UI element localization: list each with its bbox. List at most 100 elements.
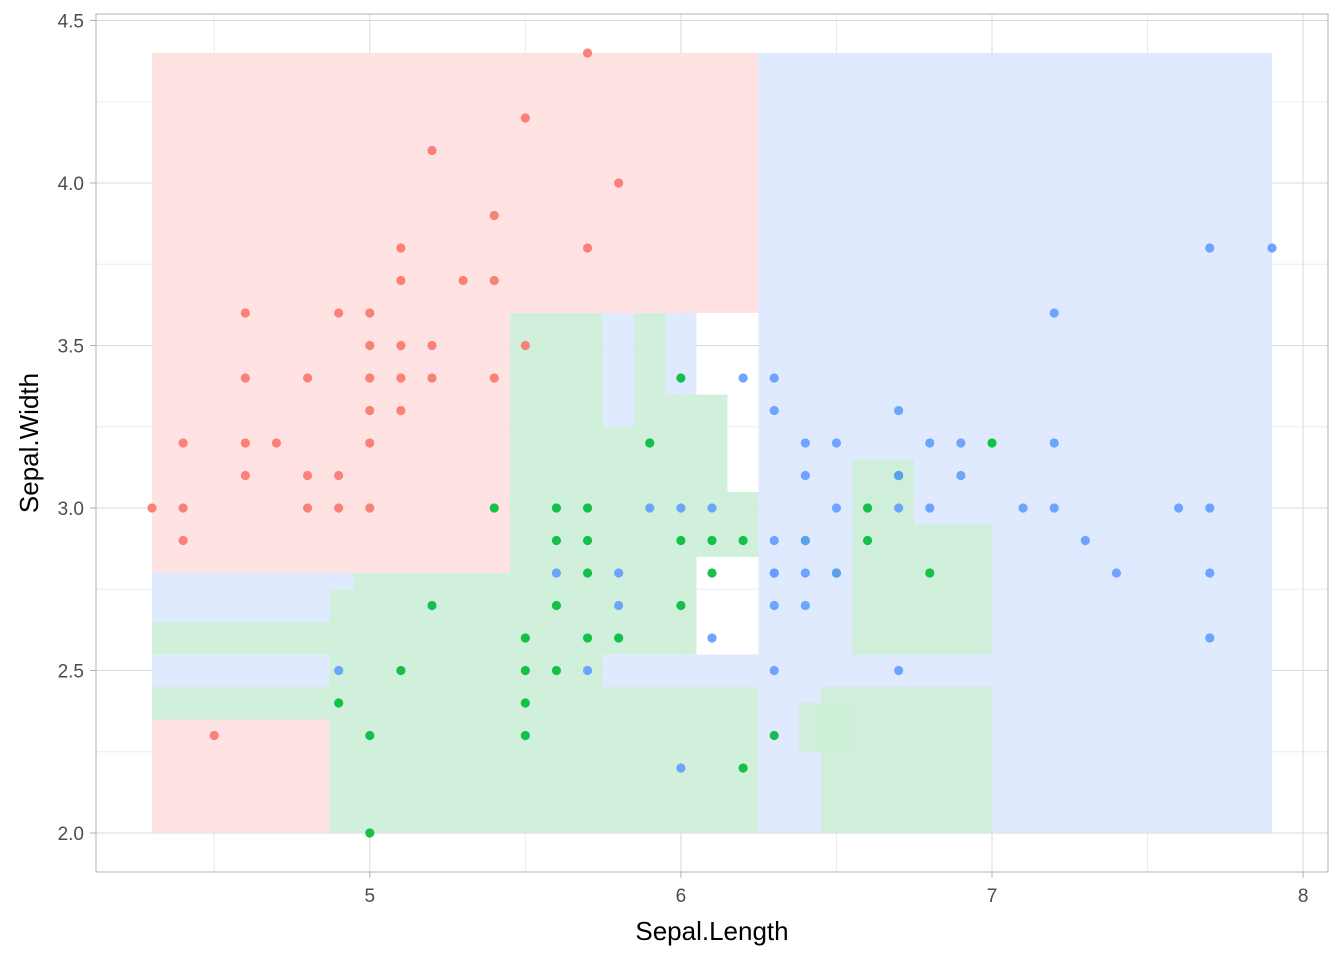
- data-point-class-c: [831, 503, 842, 513]
- data-point-class-a: [365, 405, 375, 416]
- x-tick-label: 5: [364, 886, 375, 907]
- data-point-class-b: [862, 535, 873, 546]
- data-point-class-c: [1267, 243, 1277, 253]
- data-point-class-c: [1174, 503, 1184, 513]
- axes: 5 6 7 8 2.0 2.5 3.0 3.5 4.0 4.5: [58, 12, 1329, 907]
- y-axis-title: Sepal.Width: [14, 373, 44, 513]
- region-class-b: [603, 686, 759, 833]
- data-point-class-b: [676, 373, 686, 383]
- region-class-b: [603, 426, 666, 655]
- data-point-class-b: [738, 535, 748, 546]
- data-point-class-a: [427, 373, 437, 383]
- data-point-class-a: [396, 405, 406, 416]
- data-point-class-b: [862, 503, 873, 513]
- data-point-class-a: [489, 210, 499, 221]
- data-point-class-c: [800, 568, 810, 578]
- data-point-class-c: [707, 503, 717, 513]
- x-axis-title: Sepal.Length: [635, 916, 788, 946]
- data-point-class-a: [302, 373, 313, 383]
- data-point-class-a: [582, 48, 593, 58]
- data-point-class-a: [396, 243, 406, 253]
- data-point-class-b: [520, 698, 530, 708]
- region-class-b: [354, 573, 510, 833]
- data-point-class-c: [894, 503, 904, 513]
- region-class-b: [634, 313, 666, 427]
- y-tick-label: 2.5: [58, 662, 84, 683]
- data-point-class-c: [769, 600, 779, 611]
- data-point-class-a: [396, 275, 406, 286]
- y-tick-label: 2.0: [58, 824, 84, 845]
- data-point-class-c: [1205, 503, 1215, 513]
- data-point-class-c: [831, 568, 842, 578]
- data-point-class-b: [925, 568, 935, 578]
- data-point-class-b: [645, 438, 655, 448]
- data-point-class-c: [800, 535, 810, 546]
- data-point-class-a: [396, 373, 406, 383]
- data-point-class-c: [894, 665, 904, 676]
- data-point-class-a: [365, 308, 375, 318]
- region-class-a: [152, 53, 759, 313]
- data-point-class-c: [676, 763, 686, 773]
- data-point-class-c: [800, 600, 810, 611]
- data-point-class-c: [614, 600, 624, 611]
- data-point-class-a: [334, 308, 344, 318]
- region-class-c: [603, 313, 635, 427]
- data-point-class-a: [427, 340, 437, 351]
- data-point-class-b: [427, 600, 437, 611]
- data-point-class-b: [582, 633, 593, 643]
- region-class-c: [603, 654, 759, 687]
- data-point-class-c: [1205, 568, 1215, 578]
- data-point-class-c: [894, 470, 904, 481]
- data-point-class-b: [334, 698, 344, 708]
- data-point-class-b: [520, 665, 530, 676]
- data-point-class-a: [240, 373, 250, 383]
- data-point-class-a: [365, 503, 375, 513]
- data-points: [147, 48, 1277, 838]
- region-class-a: [152, 313, 510, 573]
- y-tick-label: 4.5: [58, 12, 84, 33]
- data-point-class-b: [676, 535, 686, 546]
- data-point-class-b: [520, 633, 530, 643]
- data-point-class-c: [894, 405, 904, 416]
- data-point-class-a: [489, 275, 499, 286]
- data-point-class-c: [831, 438, 842, 448]
- data-point-class-b: [987, 438, 997, 448]
- region-class-c: [152, 573, 330, 622]
- data-point-class-b: [365, 730, 375, 741]
- data-point-class-c: [769, 568, 779, 578]
- region-class-b: [820, 686, 992, 833]
- data-point-class-b: [365, 828, 375, 838]
- data-point-class-c: [1018, 503, 1028, 513]
- data-point-class-b: [489, 503, 499, 513]
- region-class-a: [152, 719, 330, 833]
- data-point-class-a: [489, 373, 499, 383]
- data-point-class-c: [551, 568, 562, 578]
- data-point-class-b: [707, 568, 717, 578]
- data-point-class-b: [551, 503, 562, 513]
- data-point-class-b: [551, 600, 562, 611]
- data-point-class-b: [676, 600, 686, 611]
- data-point-class-c: [769, 535, 779, 546]
- data-point-class-c: [1080, 535, 1090, 546]
- data-point-class-c: [956, 438, 966, 448]
- data-point-class-c: [1111, 568, 1122, 578]
- data-point-class-b: [396, 665, 406, 676]
- data-point-class-a: [427, 145, 437, 156]
- data-point-class-a: [334, 470, 344, 481]
- data-point-class-c: [1049, 438, 1059, 448]
- data-point-class-c: [769, 373, 779, 383]
- data-point-class-c: [800, 438, 810, 448]
- data-point-class-c: [614, 568, 624, 578]
- data-point-class-a: [209, 730, 219, 741]
- data-point-class-a: [178, 438, 188, 448]
- data-point-class-a: [365, 340, 375, 351]
- data-point-class-b: [769, 730, 779, 741]
- data-point-class-c: [1205, 243, 1215, 253]
- data-point-class-b: [582, 535, 593, 546]
- data-point-class-c: [738, 373, 748, 383]
- data-point-class-a: [365, 373, 375, 383]
- region-class-b: [152, 621, 330, 655]
- data-point-class-a: [178, 535, 188, 546]
